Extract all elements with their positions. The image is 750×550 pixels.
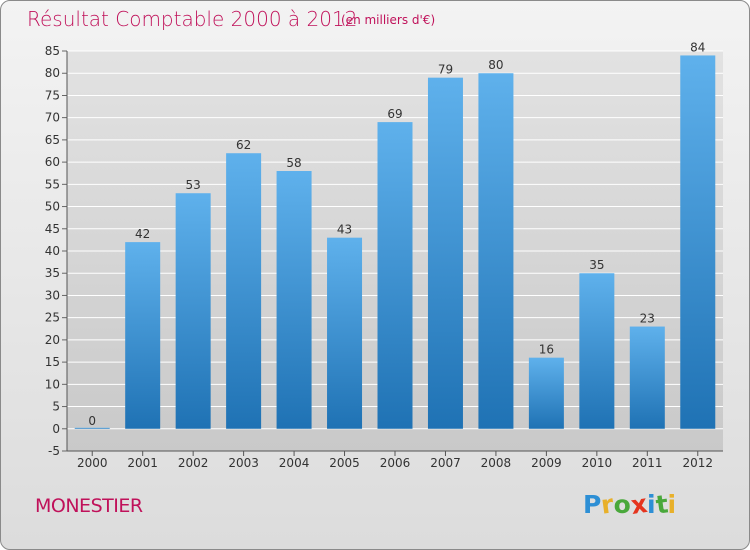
data-label: 69 [387,107,402,121]
y-tick-label: 60 [45,155,60,169]
chart-title: Résultat Comptable 2000 à 2012 [27,7,358,31]
y-tick-label: 20 [45,333,60,347]
bar [528,357,564,429]
bar [680,55,716,429]
y-tick-label: 25 [45,311,60,325]
y-tick-label: 10 [45,377,60,391]
data-label: 79 [438,63,453,77]
x-tick-label: 2008 [481,456,512,470]
data-label: 84 [690,40,705,54]
data-label: 23 [640,312,655,326]
y-tick-label: 55 [45,177,60,191]
x-tick-label: 2004 [279,456,310,470]
x-tick-label: 2010 [582,456,613,470]
bar [629,326,665,429]
bar [276,171,312,429]
y-tick-label: 5 [52,400,60,414]
bar [377,122,413,429]
bar [579,273,615,429]
y-tick-label: 50 [45,200,60,214]
x-tick-label: 2012 [682,456,713,470]
data-label: 16 [539,343,554,357]
y-tick-label: 75 [45,88,60,102]
commune-name: MONESTIER [35,495,143,517]
x-tick-label: 2005 [329,456,360,470]
y-tick-label: 40 [45,244,60,258]
data-label: 80 [488,58,503,72]
data-label: 42 [135,227,150,241]
y-tick-label: 45 [45,222,60,236]
bar [74,427,110,429]
y-tick-label: 80 [45,66,60,80]
chart-subtitle: (en milliers d'€) [341,13,436,27]
bar [478,73,514,429]
y-tick-label: 65 [45,133,60,147]
plot-area: -5 0 5 10 15 20 25 30 35 40 45 50 55 60 65 70 75 80 85 0 200… [45,40,723,470]
bar [427,77,463,429]
x-tick-label: 2011 [632,456,663,470]
data-label: 58 [286,156,301,170]
y-tick-label: 15 [45,355,60,369]
y-tick-label: 85 [45,44,60,58]
x-tick-label: 2009 [531,456,562,470]
data-label: 62 [236,138,251,152]
y-tick-label: 35 [45,266,60,280]
x-tick-label: 2006 [380,456,411,470]
x-tick-label: 2001 [127,456,158,470]
bar [125,242,161,429]
y-tick-label: -5 [48,444,60,458]
data-label: 35 [589,258,604,272]
y-tick-label: 0 [52,422,60,436]
bar [226,153,262,429]
x-tick-label: 2002 [178,456,209,470]
x-tick-label: 2000 [77,456,108,470]
bar [327,237,363,429]
y-tick-label: 30 [45,288,60,302]
x-tick-label: 2007 [430,456,461,470]
data-label: 43 [337,223,352,237]
bar [175,193,211,429]
proxiti-logo: Proxiti [583,489,677,520]
y-tick-label: 70 [45,111,60,125]
data-label: 0 [88,414,96,428]
x-tick-label: 2003 [228,456,259,470]
data-label: 53 [186,178,201,192]
